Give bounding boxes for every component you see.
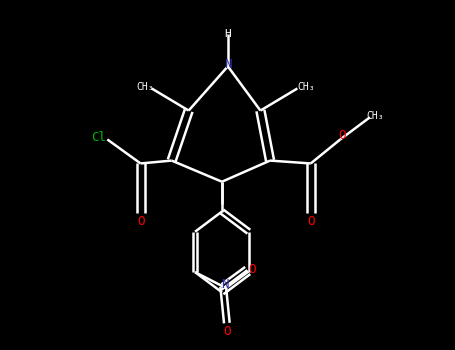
Text: O: O bbox=[137, 215, 144, 229]
Text: O: O bbox=[248, 263, 256, 276]
Text: Cl: Cl bbox=[91, 131, 106, 144]
Text: CH₃: CH₃ bbox=[136, 82, 154, 92]
Text: N: N bbox=[221, 278, 228, 291]
Text: O: O bbox=[307, 215, 314, 229]
Text: CH₃: CH₃ bbox=[297, 82, 314, 92]
Text: O: O bbox=[223, 325, 231, 338]
Text: O: O bbox=[338, 129, 346, 142]
Text: N: N bbox=[224, 58, 232, 71]
Text: H: H bbox=[224, 29, 231, 38]
Text: CH₃: CH₃ bbox=[366, 111, 384, 121]
